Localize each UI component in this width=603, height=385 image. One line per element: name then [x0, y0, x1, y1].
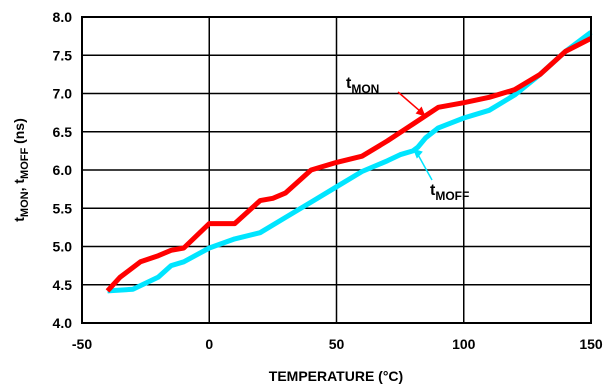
tmoff-leader — [416, 152, 433, 181]
y-axis-title: tMON, tMOFF (ns) — [11, 118, 31, 222]
series-line-tmon — [105, 36, 593, 293]
plot-frame — [81, 16, 592, 324]
y-tick-label: 4.0 — [53, 315, 73, 331]
y-tick-label: 7.5 — [53, 47, 73, 63]
y-tick-label: 6.5 — [53, 124, 73, 140]
tmon-leader — [397, 91, 423, 114]
x-tick-label: -50 — [72, 336, 92, 352]
x-tick-labels: -50 0 50 100 150 — [72, 336, 603, 352]
tmon-arrowhead — [415, 106, 426, 117]
series-lines — [105, 30, 593, 294]
series-label-leaders — [397, 91, 433, 181]
x-axis-title: TEMPERATURE (°C) — [269, 368, 403, 384]
y-tick-label: 4.5 — [53, 277, 73, 293]
y-tick-label: 6.0 — [53, 162, 73, 178]
series-label-tmon: tMON — [346, 75, 379, 96]
y-tick-label: 5.0 — [53, 239, 73, 255]
y-tick-label: 7.0 — [53, 86, 73, 102]
x-tick-label: 100 — [452, 336, 476, 352]
y-tick-label: 8.0 — [53, 9, 73, 25]
series-line-tmoff — [107, 30, 593, 294]
x-tick-label: 0 — [205, 336, 213, 352]
series-label-tmoff: tMOFF — [430, 182, 469, 203]
x-tick-label: 150 — [579, 336, 603, 352]
y-tick-labels: 4.0 4.5 5.0 5.5 6.0 6.5 7.0 7.5 8.0 — [53, 9, 73, 331]
x-tick-label: 50 — [329, 336, 345, 352]
y-tick-label: 5.5 — [53, 200, 73, 216]
tmoff-arrowhead — [412, 148, 423, 159]
